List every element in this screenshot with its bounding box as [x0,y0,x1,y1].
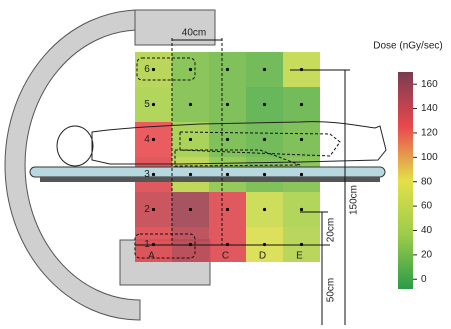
sensor-dot [225,242,230,247]
patient [56,121,387,167]
c-arm [4,9,141,321]
sensor-dot [262,172,267,177]
colorbar-tick-label: 60 [421,201,433,212]
sensor-dot [151,67,156,72]
sensor-dot [262,137,267,142]
colorbar-tick-label: 140 [421,103,438,114]
row-label: 1 [144,239,150,250]
dim-label: 20cm [326,218,337,242]
sensor-dot [151,207,156,212]
colorbar-tick-label: 80 [421,176,433,187]
column-label: E [296,251,303,262]
column-label: C [222,251,229,262]
sensor-dot [299,137,304,142]
sensor-dot [262,207,267,212]
colorbar-tick-label: 120 [421,128,438,139]
sensor-dot [151,242,156,247]
dim-label: 40cm [182,28,206,39]
sensor-dot [151,102,156,107]
sensor-dot [188,137,193,142]
sensor-dot [188,172,193,177]
column-label: D [259,251,266,262]
sensor-dot [188,242,193,247]
sensor-dot [188,67,193,72]
colorbar-tick-label: 20 [421,250,433,261]
dim-label: 50cm [326,278,337,302]
colorbar-tick-label: 160 [421,79,438,90]
sensor-dot [225,207,230,212]
sensor-dot [299,242,304,247]
colorbar [398,72,413,289]
colorbar-tick-label: 40 [421,225,433,236]
row-label: 4 [144,134,150,145]
colorbar-title: Dose (nGy/sec) [373,41,442,52]
c-arm-head [134,9,216,46]
sensor-dot [225,137,230,142]
sensor-dot [299,172,304,177]
sensor-box [136,57,196,81]
sensor-dot [299,102,304,107]
colorbar-tick-label: 0 [421,274,427,285]
row-label: 6 [144,64,150,75]
dim-label: 150cm [349,185,360,215]
row-label: 5 [144,99,150,110]
row-label: 3 [144,169,150,180]
sensor-dot [151,172,156,177]
sensor-dot [262,67,267,72]
table [29,166,386,178]
sensor-dot [299,207,304,212]
row-label: 2 [144,204,150,215]
sensor-dot [299,67,304,72]
sensor-dot [188,102,193,107]
sensor-dot [225,172,230,177]
colorbar-tick-label: 100 [421,152,438,163]
sensor-box [134,233,196,259]
sensor-dot [262,102,267,107]
column-label: A [148,251,155,262]
table-rail [40,177,380,182]
sensor-dot [151,137,156,142]
sensor-dot [262,242,267,247]
sensor-dot [188,207,193,212]
sensor-dot [225,102,230,107]
sensor-dot [225,67,230,72]
